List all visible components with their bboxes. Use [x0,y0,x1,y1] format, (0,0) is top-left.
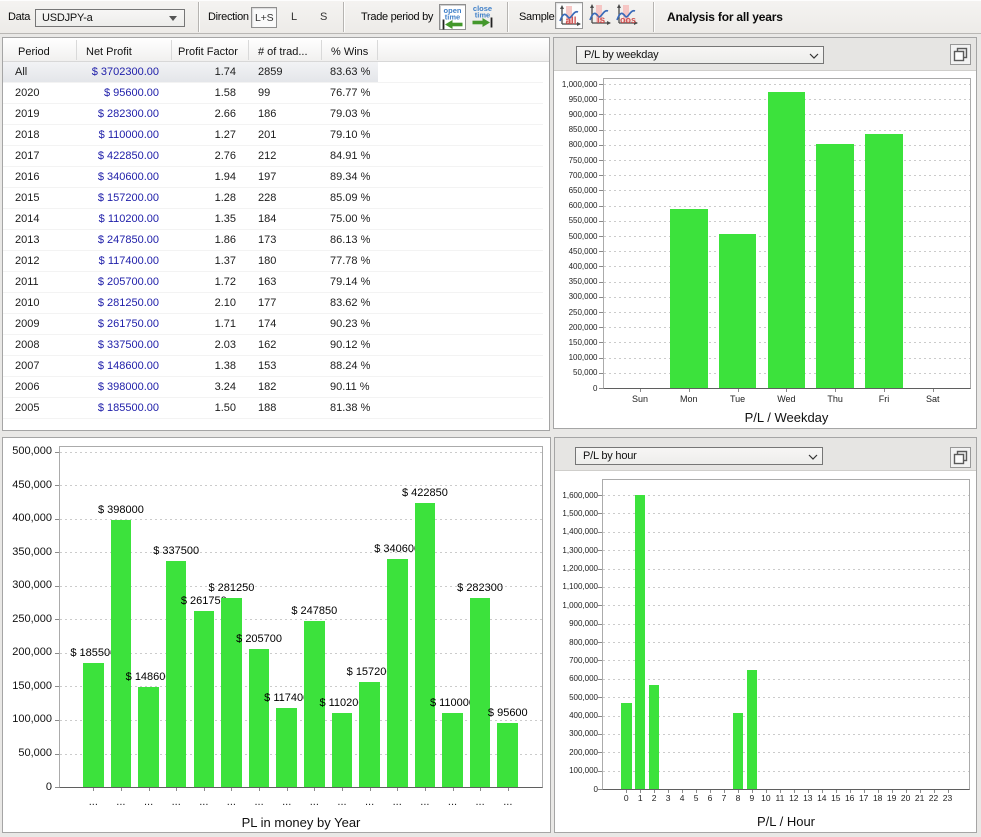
svg-text:time: time [445,13,460,22]
svg-text:is: is [597,15,606,26]
svg-text:oos: oos [620,15,636,25]
svg-text:close: close [473,4,492,13]
svg-text:all: all [565,16,576,27]
svg-text:time: time [475,11,490,20]
svg-text:open: open [444,6,462,15]
